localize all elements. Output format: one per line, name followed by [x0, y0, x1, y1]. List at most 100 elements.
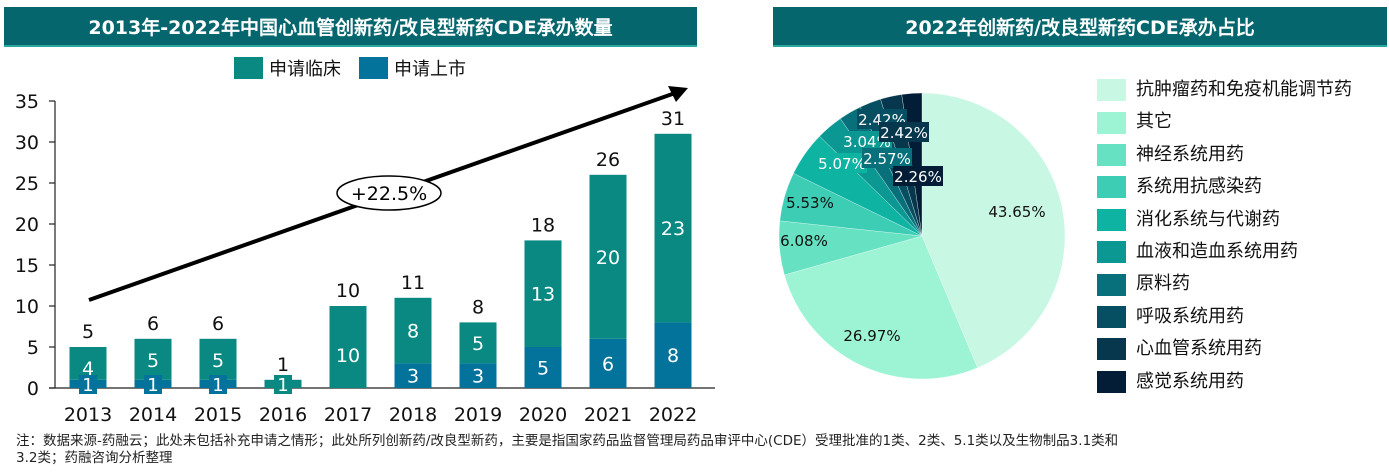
pie-legend-label: 神经系统用药 [1136, 143, 1244, 165]
bar-total-label: 5 [82, 321, 94, 343]
pie-slice [921, 92, 1066, 368]
segment-label-clinical: 23 [661, 218, 685, 240]
pie-legend-item: 抗肿瘤药和免疫机能调节药 [1097, 74, 1352, 106]
bar-chart-legend: 申请临床 申请上市 [0, 55, 700, 81]
pie-legend-label: 感觉系统用药 [1136, 370, 1244, 392]
pie-label-bg [862, 148, 912, 168]
pie-slice-label: 2.26% [894, 168, 942, 186]
segment-label-clinical: 20 [596, 247, 620, 269]
segment-label-clinical: 4 [82, 358, 94, 380]
x-tick-label: 2022 [649, 404, 697, 426]
pie-legend-item: 消化系统与代谢药 [1097, 204, 1352, 236]
x-tick-label: 2019 [454, 404, 502, 426]
bar-total-label: 11 [401, 272, 425, 294]
segment-label-market: 3 [407, 366, 419, 388]
pie-slice-label: 5.07% [818, 155, 866, 173]
x-tick-label: 2015 [194, 404, 242, 426]
segment-label-market: 6 [602, 353, 614, 375]
pie-slice-label: 3.04% [843, 133, 891, 151]
segment-label-market: 1 [147, 375, 158, 396]
segment-label-bg-market [209, 375, 227, 394]
growth-annotation-text: +22.5% [351, 183, 427, 205]
bar-segment-clinical [134, 338, 172, 380]
bar-segment-market [459, 363, 497, 388]
pie-label-bg [817, 153, 867, 173]
bar-segment-clinical [654, 133, 692, 323]
pie-legend-label: 抗肿瘤药和免疫机能调节药 [1136, 79, 1352, 100]
pie-slice-label: 26.97% [843, 327, 900, 345]
pie-legend-label: 系统用抗感染药 [1136, 176, 1262, 198]
y-tick-label: 20 [15, 214, 39, 236]
pie-legend-label: 原料药 [1136, 273, 1190, 295]
pie-legend-swatch [1097, 273, 1126, 296]
pie-legend-item: 心血管系统用药 [1097, 333, 1352, 365]
segment-label-clinical: 1 [277, 375, 288, 396]
pie-slice-label: 6.08% [780, 232, 828, 250]
y-tick-label: 5 [27, 337, 39, 359]
y-tick-label: 35 [15, 91, 39, 113]
bar-total-label: 1 [277, 354, 289, 376]
segment-label-clinical: 13 [531, 284, 555, 306]
segment-label-clinical: 10 [336, 345, 360, 367]
pie-legend-swatch [1097, 143, 1126, 166]
y-tick-label: 0 [27, 378, 39, 400]
pie-legend-swatch [1097, 241, 1126, 264]
x-tick-label: 2020 [519, 404, 567, 426]
legend-item-clinical: 申请临床 [234, 55, 341, 81]
bar-segment-clinical [459, 322, 497, 364]
pie-chart-legend: 抗肿瘤药和免疫机能调节药 其它 神经系统用药 系统用抗感染药 消化系统与代谢药 血液和造血… [1097, 74, 1352, 398]
bar-total-label: 31 [661, 108, 685, 130]
pie-slice-label: 2.57% [863, 150, 911, 168]
pie-label-bg [893, 166, 943, 186]
footnote-line-2: 3.2类；药融咨询分析整理 [16, 450, 173, 466]
legend-swatch-market [359, 57, 388, 79]
bar-segment-market [394, 363, 432, 388]
pie-legend-label: 心血管系统用药 [1136, 338, 1262, 360]
bar-chart-title: 2013年-2022年中国心血管创新药/改良型新药CDE承办数量 [4, 7, 697, 47]
bar-segment-market [524, 347, 562, 388]
x-tick-label: 2018 [389, 404, 437, 426]
pie-legend-swatch [1097, 176, 1126, 199]
y-tick-label: 30 [15, 132, 39, 154]
legend-label-clinical: 申请临床 [269, 59, 341, 80]
trend-arrow-head [668, 86, 688, 102]
pie-slice-label: 2.42% [880, 124, 928, 142]
footnote: 注：数据来源-药融云；此处未包括补充申请之情形；此处所列创新药/改良型新药，主要… [16, 433, 1356, 467]
bar-segment-clinical [524, 240, 562, 347]
bar-total-label: 18 [531, 214, 555, 236]
bar-segment-clinical [199, 338, 237, 380]
segment-label-market: 1 [212, 375, 223, 396]
segment-label-market: 5 [537, 358, 549, 380]
x-tick-label: 2021 [584, 404, 632, 426]
pie-legend-item: 系统用抗感染药 [1097, 171, 1352, 203]
legend-label-market: 申请上市 [394, 59, 466, 80]
pie-legend-item: 血液和造血系统用药 [1097, 236, 1352, 268]
pie-chart: 43.65% 26.97% 6.08% 5.53% 5.07% 3.04%2.57% 2.4… [778, 92, 1066, 380]
segment-label-bg-market [79, 375, 97, 394]
legend-item-market: 申请上市 [359, 55, 466, 81]
pie-legend-item: 原料药 [1097, 268, 1352, 300]
bar-total-label: 26 [596, 149, 620, 171]
x-tick-label: 2016 [259, 404, 307, 426]
bar-total-label: 8 [472, 296, 484, 318]
pie-label-bg [879, 122, 929, 142]
segment-label-clinical: 8 [407, 321, 419, 343]
pie-slice-label: 43.65% [988, 203, 1045, 221]
growth-annotation-ellipse [336, 175, 442, 211]
pie-slice-label: 5.53% [786, 194, 834, 212]
y-tick-label: 15 [15, 255, 39, 277]
bar-segment-clinical [394, 297, 432, 364]
y-tick-label: 25 [15, 173, 39, 195]
pie-legend-item: 呼吸系统用药 [1097, 301, 1352, 333]
segment-label-bg-market [144, 375, 162, 394]
pie-legend-swatch [1097, 208, 1126, 231]
segment-label-bg-clinical [274, 375, 292, 394]
bar-segment-clinical [69, 347, 107, 380]
footnote-line-1: 注：数据来源-药融云；此处未包括补充申请之情形；此处所列创新药/改良型新药，主要… [16, 433, 1119, 449]
pie-legend-item: 感觉系统用药 [1097, 366, 1352, 398]
y-tick-label: 10 [15, 296, 39, 318]
pie-slice [784, 235, 978, 380]
bar-total-label: 6 [147, 313, 159, 335]
bar-total-label: 10 [336, 280, 360, 302]
pie-legend-swatch [1097, 370, 1126, 393]
